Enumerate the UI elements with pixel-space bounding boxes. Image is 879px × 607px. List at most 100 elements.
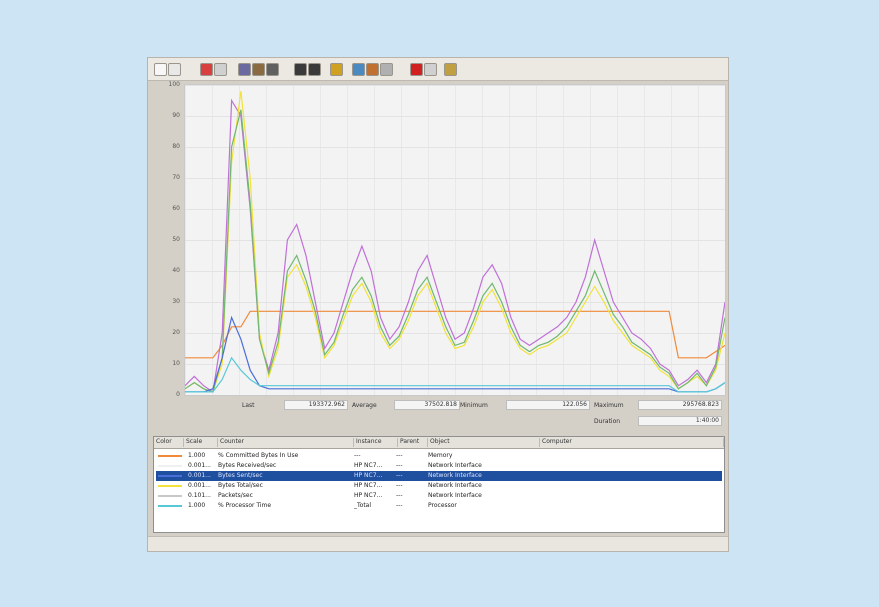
last-value: 193372.962 [284,400,348,410]
scale-cell: 1.000 [188,502,206,509]
parent-cell: --- [396,502,403,509]
color-swatch [158,475,182,477]
scale-cell: 0.001... [188,482,211,489]
color-swatch [158,495,182,497]
color-swatch [158,505,182,507]
view-histogram-icon[interactable] [252,63,265,76]
status-bar [148,536,728,551]
parent-cell: --- [396,472,403,479]
view-graph-icon[interactable] [238,63,251,76]
paste-counter-list-icon[interactable] [366,63,379,76]
instance-cell: --- [354,452,361,459]
column-header-computer[interactable]: Computer [540,438,724,447]
object-cell: Processor [428,502,457,509]
graph-area [184,84,726,396]
y-tick-label: 20 [172,329,180,336]
y-tick-label: 90 [172,112,180,119]
scale-cell: 1.000 [188,452,206,459]
instance-cell: _Total [354,502,372,509]
object-cell: Network Interface [428,492,482,499]
performance-monitor-window: Last 193372.962 Average 37502.818 Minimu… [147,57,729,552]
counter-cell: % Processor Time [218,502,272,509]
duration-value: 1:40:00 [638,416,722,426]
series-line-1 [185,98,725,393]
maximum-label: Maximum [594,402,624,409]
toolbar [148,58,728,81]
counter-cell: Bytes Total/sec [218,482,263,489]
counter-row[interactable]: 1.000 % Processor Time _Total --- Processor [156,501,722,511]
minimum-label: Minimum [460,402,488,409]
column-header-counter[interactable]: Counter [218,438,354,447]
last-label: Last [242,402,255,409]
column-header-color[interactable]: Color [154,438,184,447]
counter-row[interactable]: 0.001... Bytes Sent/sec HP NC7... --- Networ… [156,471,722,481]
freeze-display-icon[interactable] [410,63,423,76]
counter-row[interactable]: 1.000 % Committed Bytes In Use --- --- Memor… [156,451,722,461]
color-swatch [158,455,182,457]
help-icon[interactable] [444,63,457,76]
counter-row[interactable]: 0.001... Bytes Total/sec HP NC7... --- Netwo… [156,481,722,491]
y-tick-label: 70 [172,174,180,181]
properties-icon[interactable] [380,63,393,76]
series-line-0 [185,310,725,359]
delete-counter-icon[interactable] [308,63,321,76]
counter-cell: % Committed Bytes In Use [218,452,299,459]
color-swatch [158,465,182,467]
scale-cell: 0.001... [188,472,211,479]
maximum-value: 295768.823 [638,400,722,410]
scale-cell: 0.001... [188,462,211,469]
counter-cell: Bytes Sent/sec [218,472,263,479]
update-data-icon[interactable] [424,63,437,76]
value-bar: Last 193372.962 Average 37502.818 Minimu… [184,398,724,432]
counter-row[interactable]: 0.101... Packets/sec HP NC7... --- Network I… [156,491,722,501]
color-swatch [158,485,182,487]
y-tick-label: 80 [172,143,180,150]
counter-list[interactable]: Color Scale Counter Instance Parent Object Com… [153,436,725,533]
average-value: 37502.818 [394,400,460,410]
y-tick-label: 40 [172,267,180,274]
view-report-icon[interactable] [266,63,279,76]
series-line-2 [185,91,725,393]
counter-cell: Packets/sec [218,492,253,499]
new-counter-set-icon[interactable] [154,63,167,76]
add-counter-icon[interactable] [294,63,307,76]
copy-properties-icon[interactable] [352,63,365,76]
counter-list-header: Color Scale Counter Instance Parent Object Com… [154,437,724,449]
clear-display-icon[interactable] [168,63,181,76]
column-header-parent[interactable]: Parent [398,438,428,447]
series-line-5 [185,356,725,393]
view-log-data-icon[interactable] [214,63,227,76]
counter-cell: Bytes Received/sec [218,462,277,469]
y-tick-label: 50 [172,236,180,243]
series-line-4 [185,315,725,393]
instance-cell: HP NC7... [354,492,383,499]
parent-cell: --- [396,452,403,459]
duration-label: Duration [594,418,621,425]
object-cell: Memory [428,452,453,459]
parent-cell: --- [396,482,403,489]
y-tick-label: 30 [172,298,180,305]
column-header-object[interactable]: Object [428,438,540,447]
instance-cell: HP NC7... [354,462,383,469]
scale-cell: 0.101... [188,492,211,499]
line-chart [185,91,725,393]
column-header-instance[interactable]: Instance [354,438,398,447]
instance-cell: HP NC7... [354,482,383,489]
minimum-value: 122.056 [506,400,590,410]
average-label: Average [352,402,377,409]
object-cell: Network Interface [428,462,482,469]
object-cell: Network Interface [428,472,482,479]
series-line-3 [185,109,725,393]
highlight-icon[interactable] [330,63,343,76]
instance-cell: HP NC7... [354,472,383,479]
y-tick-label: 10 [172,360,180,367]
y-tick-label: 60 [172,205,180,212]
column-header-scale[interactable]: Scale [184,438,218,447]
parent-cell: --- [396,462,403,469]
counter-row[interactable]: 0.001... Bytes Received/sec HP NC7... --- Ne… [156,461,722,471]
parent-cell: --- [396,492,403,499]
object-cell: Network Interface [428,482,482,489]
y-tick-label: 0 [176,391,180,398]
view-current-activity-icon[interactable] [200,63,213,76]
y-tick-label: 100 [168,81,180,88]
